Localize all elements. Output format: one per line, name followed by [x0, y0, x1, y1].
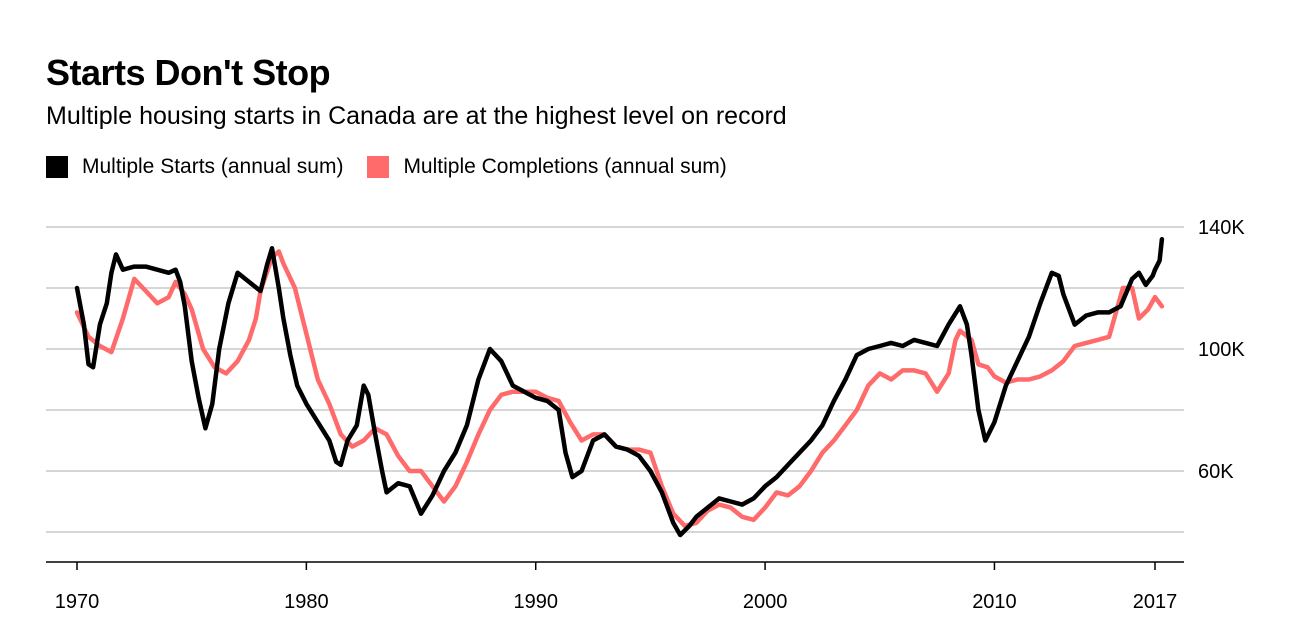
legend-swatch-completions	[367, 156, 390, 178]
chart-title: Starts Don't Stop	[46, 52, 331, 93]
x-tick-label: 2010	[972, 591, 1017, 613]
chart-subtitle: Multiple housing starts in Canada are at…	[46, 102, 787, 130]
x-tick-label: 2000	[743, 591, 788, 613]
x-tick-label: 1970	[55, 591, 100, 613]
legend-swatch-starts	[46, 156, 68, 178]
x-tick-label: 2017	[1133, 591, 1178, 613]
x-tick-label: 1980	[284, 591, 329, 613]
series-line-completions	[74, 249, 1165, 529]
legend-label-starts: Multiple Starts (annual sum)	[82, 155, 344, 178]
legend-item-starts: Multiple Starts (annual sum)	[46, 155, 343, 179]
y-tick-label: 140K	[1198, 217, 1245, 239]
legend: Multiple Starts (annual sum) Multiple Co…	[46, 155, 751, 179]
y-tick-label: 100K	[1198, 339, 1245, 361]
y-tick-label: 60K	[1198, 461, 1234, 483]
x-tick-label: 1990	[513, 591, 558, 613]
series-line-starts	[74, 236, 1165, 538]
legend-item-completions: Multiple Completions (annual sum)	[367, 155, 727, 179]
legend-label-completions: Multiple Completions (annual sum)	[403, 155, 727, 178]
